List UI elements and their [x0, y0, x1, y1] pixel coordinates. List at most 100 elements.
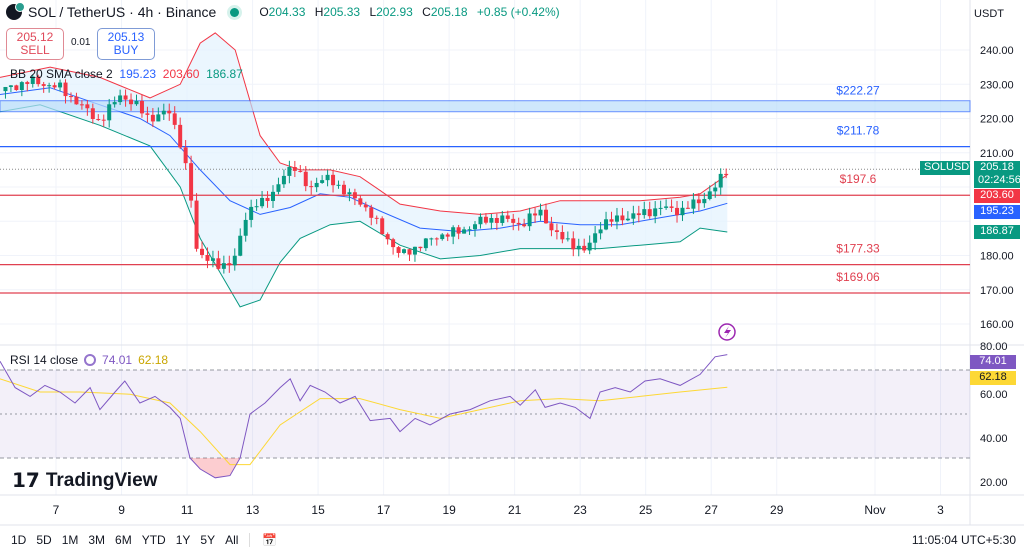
rsi-line	[0, 354, 728, 479]
candle-body	[593, 233, 598, 243]
bb-upper-line	[0, 32, 728, 215]
candle-body	[232, 255, 237, 266]
lightning-icon-glyph	[724, 326, 731, 338]
candle-body	[314, 182, 319, 188]
candle-body	[707, 191, 712, 199]
candle-body	[63, 82, 68, 97]
candle-body	[658, 207, 663, 209]
symbol-tag: SOLUSDT	[920, 161, 976, 175]
time-tick: 7	[53, 503, 60, 517]
candle-body	[363, 204, 368, 208]
candle-body	[107, 104, 112, 121]
candle-body	[3, 86, 8, 92]
timeframe-3m[interactable]: 3M	[88, 532, 106, 547]
candle-body	[139, 100, 144, 114]
candle-body	[418, 246, 423, 249]
candle-body	[336, 184, 341, 186]
sell-button[interactable]: 205.12 SELL	[6, 28, 64, 60]
candle-body	[445, 234, 450, 237]
time-tick: 3	[937, 503, 944, 517]
candle-body	[609, 219, 614, 222]
currency-selector[interactable]: USDT	[974, 8, 1004, 20]
resistance-zone	[0, 100, 971, 113]
candle-body	[598, 229, 603, 234]
rsi-tick: 60.00	[980, 389, 1008, 401]
bb-lower-line	[0, 104, 728, 308]
lightning-icon	[718, 323, 736, 341]
candle-body	[527, 213, 532, 227]
rsi-loading-icon	[84, 354, 97, 366]
candle-body	[254, 206, 259, 208]
candle-body	[614, 215, 619, 222]
timeframe-ytd[interactable]: YTD	[141, 532, 166, 547]
candle-body	[571, 238, 576, 250]
time-tick: 13	[246, 503, 260, 517]
candle-body	[467, 229, 472, 231]
candle-body	[221, 263, 226, 269]
rsi-ma-tag: 62.18	[970, 371, 1016, 385]
candle-body	[554, 230, 559, 233]
candle-body	[473, 224, 478, 230]
candle-body	[462, 229, 467, 234]
candle-body	[276, 184, 281, 192]
time-tick: 29	[770, 503, 784, 517]
candle-body	[724, 173, 729, 175]
ohlc-values: O204.33 H205.33 L202.93 C205.18 +0.85 (+…	[259, 5, 560, 19]
timeframe-5y[interactable]: 5Y	[200, 532, 216, 547]
candle-body	[440, 234, 445, 240]
candle-body	[298, 170, 303, 172]
level-label: $177.33	[836, 242, 880, 256]
clock[interactable]: 11:05:04 UTC+5:30	[911, 532, 1016, 547]
timeframe-5d[interactable]: 5D	[36, 532, 52, 547]
candle-body	[636, 213, 641, 216]
buy-button[interactable]: 205.13 BUY	[97, 28, 155, 60]
rsi-tick: 80.00	[980, 341, 1008, 353]
candle-body	[358, 198, 363, 205]
candle-body	[494, 217, 499, 223]
candle-body	[19, 82, 24, 90]
price-tick: 220.00	[980, 114, 1014, 126]
sol-logo-icon	[6, 2, 25, 20]
price-tick: 230.00	[980, 79, 1014, 91]
timeframe-1y[interactable]: 1Y	[175, 532, 191, 547]
candle-body	[101, 119, 106, 121]
time-tick: 11	[181, 503, 194, 517]
timeframe-all[interactable]: All	[225, 532, 239, 547]
candle-body	[25, 82, 30, 84]
rsi-legend[interactable]: RSI 14 close 74.01 62.18	[10, 353, 169, 367]
timeframe-1m[interactable]: 1M	[61, 532, 79, 547]
candle-body	[200, 248, 205, 255]
candle-body	[341, 184, 346, 195]
candle-body	[505, 215, 510, 219]
candle-body	[331, 174, 336, 186]
candle-body	[718, 173, 723, 188]
candle-body	[451, 227, 456, 237]
bb-upper-tag: 203.60	[974, 189, 1020, 203]
candle-body	[582, 245, 587, 251]
candle-body	[352, 192, 357, 199]
symbol-title[interactable]: SOL / TetherUS · 4h · Binance	[28, 4, 217, 20]
candle-body	[265, 197, 270, 201]
candle-body	[249, 206, 254, 220]
candle-body	[587, 242, 592, 251]
candle-body	[625, 218, 630, 221]
candle-body	[134, 100, 139, 105]
candle-body	[161, 110, 166, 115]
candle-body	[96, 118, 101, 120]
price-tick: 180.00	[980, 251, 1014, 263]
candle-body	[380, 218, 385, 235]
price-tick: 240.00	[980, 45, 1014, 57]
candle-body	[52, 85, 57, 88]
candle-body	[696, 199, 701, 204]
candle-body	[631, 213, 636, 219]
candle-body	[402, 249, 407, 253]
timeframe-1d[interactable]: 1D	[11, 532, 27, 547]
rsi-oversold-fill	[190, 458, 241, 478]
date-range-icon[interactable]: 📅	[249, 532, 282, 547]
candle-body	[664, 206, 669, 208]
bb-legend[interactable]: BB 20 SMA close 2 195.23 203.60 186.87	[10, 67, 243, 81]
candle-body	[287, 167, 292, 176]
timeframe-6m[interactable]: 6M	[115, 532, 132, 547]
candle-body	[423, 238, 428, 249]
